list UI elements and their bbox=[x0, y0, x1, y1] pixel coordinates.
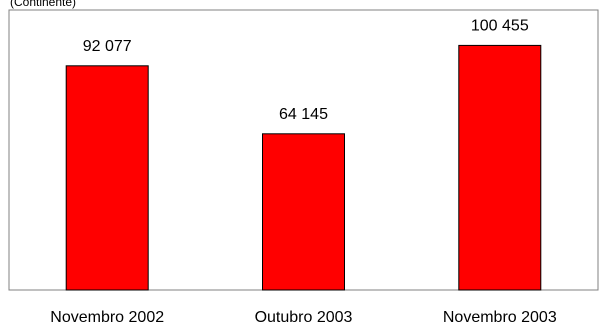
category-label-1: Outubro 2003 bbox=[255, 309, 353, 326]
bar-2 bbox=[458, 44, 542, 291]
value-label-2: 100 455 bbox=[471, 17, 529, 34]
bar-0 bbox=[65, 65, 149, 291]
category-label-2: Novembro 2003 bbox=[443, 309, 557, 326]
category-label-0: Novembro 2002 bbox=[50, 309, 164, 326]
chart-subtitle: (Continente) bbox=[10, 0, 76, 9]
value-labels-group: 92 077 64 145 100 455 bbox=[83, 17, 529, 122]
bars-group bbox=[65, 44, 542, 291]
value-label-1: 64 145 bbox=[279, 106, 328, 123]
category-labels-group: Novembro 2002 Outubro 2003 Novembro 2003 bbox=[50, 309, 557, 326]
bar-1 bbox=[262, 133, 345, 291]
value-label-0: 92 077 bbox=[83, 38, 132, 55]
